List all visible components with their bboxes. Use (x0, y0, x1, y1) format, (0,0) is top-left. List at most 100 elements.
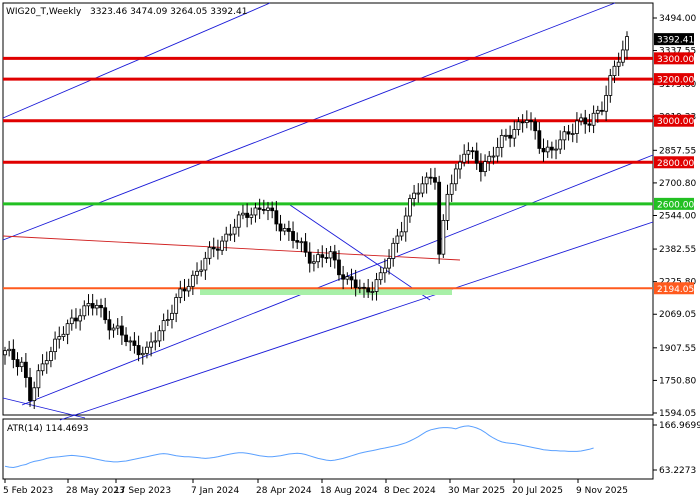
candle (554, 139, 558, 160)
candle (7, 340, 12, 357)
candle (299, 237, 304, 253)
candle-body (362, 286, 366, 289)
candle-body (266, 207, 270, 211)
candle-body (157, 330, 162, 342)
candle (345, 272, 350, 285)
candle-body (378, 272, 383, 281)
candle-body (316, 254, 320, 263)
candle-body (291, 231, 295, 241)
candle-body (487, 155, 492, 163)
candle-body (504, 134, 508, 137)
candle (395, 228, 400, 253)
candle-body (366, 287, 371, 293)
candle-body (23, 361, 28, 378)
candle (245, 203, 250, 228)
candle-body (341, 274, 346, 280)
candle (441, 214, 446, 258)
level-price-labels: 3300.00 3200.00 3000.00 2800.00 2600.00 2194.… (654, 33, 694, 295)
candle-body (90, 303, 95, 309)
candle (119, 316, 124, 345)
candle-body (124, 334, 128, 343)
candle-body (253, 207, 258, 216)
candle-body (474, 150, 479, 164)
candle-body (395, 235, 400, 244)
candle (94, 299, 99, 316)
current-price-text: 3392.41 (657, 36, 694, 46)
candle (136, 335, 141, 362)
candle-body (382, 267, 387, 274)
candle (587, 113, 592, 133)
candle-body (579, 117, 583, 122)
candle (378, 266, 383, 285)
candle-body (345, 276, 350, 280)
level-price-label: 2194.05 (654, 282, 694, 295)
x-tick-label: 20 Jul 2025 (512, 486, 563, 496)
candle (195, 262, 199, 285)
candle-body (86, 303, 91, 307)
candle-body (437, 181, 442, 255)
candle (537, 122, 542, 154)
candle (140, 346, 145, 365)
candle-body (307, 251, 312, 264)
candle-body (391, 242, 396, 259)
mid-trend-line (2, 235, 461, 261)
candle-body (195, 270, 199, 276)
candle (236, 211, 241, 237)
candle (529, 112, 533, 131)
candle-body (32, 387, 37, 402)
candle-body (57, 336, 62, 340)
candle (579, 113, 583, 126)
candle-body (608, 75, 613, 96)
y-tick-label: 3337.55 (659, 47, 696, 57)
candle (508, 125, 513, 148)
candle-body (616, 61, 621, 67)
candle (65, 319, 70, 345)
atr-tick-label: 63.2273 (659, 466, 696, 476)
candle (32, 381, 37, 410)
candle (608, 68, 613, 103)
candle-body (612, 65, 617, 77)
candle (324, 247, 329, 264)
candle-body (453, 168, 458, 185)
ohlc-values: 3323.46 3474.09 3264.05 3392.41 (90, 7, 247, 17)
atr-tick-label: 166.9699 (659, 421, 700, 431)
atr-indicator: 166.9699 63.2273 (4, 421, 700, 476)
candle (412, 184, 417, 207)
support-resistance-levels (3, 56, 653, 290)
candle-body (303, 241, 308, 253)
candle-body (78, 315, 83, 322)
candle (462, 144, 467, 167)
candle-body (224, 233, 229, 242)
candle (504, 128, 508, 141)
y-tick-label: 2544.00 (659, 212, 696, 222)
candle (307, 242, 312, 273)
candle (228, 224, 233, 241)
channel-line (2, 397, 86, 419)
candle-body (178, 288, 183, 298)
candle (153, 331, 158, 351)
candle (595, 105, 600, 123)
y-tick-label: 1750.80 (659, 376, 696, 386)
level-label-box (654, 52, 694, 65)
candle-body (199, 269, 204, 272)
level-label-text: 3300.00 (657, 55, 694, 65)
candle (541, 138, 546, 162)
current-price-box (654, 33, 694, 46)
candle-body (145, 346, 149, 354)
candle-body (286, 228, 291, 232)
level-price-label: 2600.00 (654, 197, 694, 210)
candle-body (220, 240, 224, 251)
candle-body (491, 155, 496, 158)
y-tick-label: 2069.05 (659, 310, 696, 320)
candle (387, 249, 391, 275)
candle-body (533, 121, 538, 132)
candle-body (353, 279, 358, 289)
candle-body (153, 340, 158, 343)
candle-body (483, 161, 487, 173)
candle-body (161, 320, 166, 332)
candle-body (441, 220, 446, 255)
candle (570, 123, 575, 143)
